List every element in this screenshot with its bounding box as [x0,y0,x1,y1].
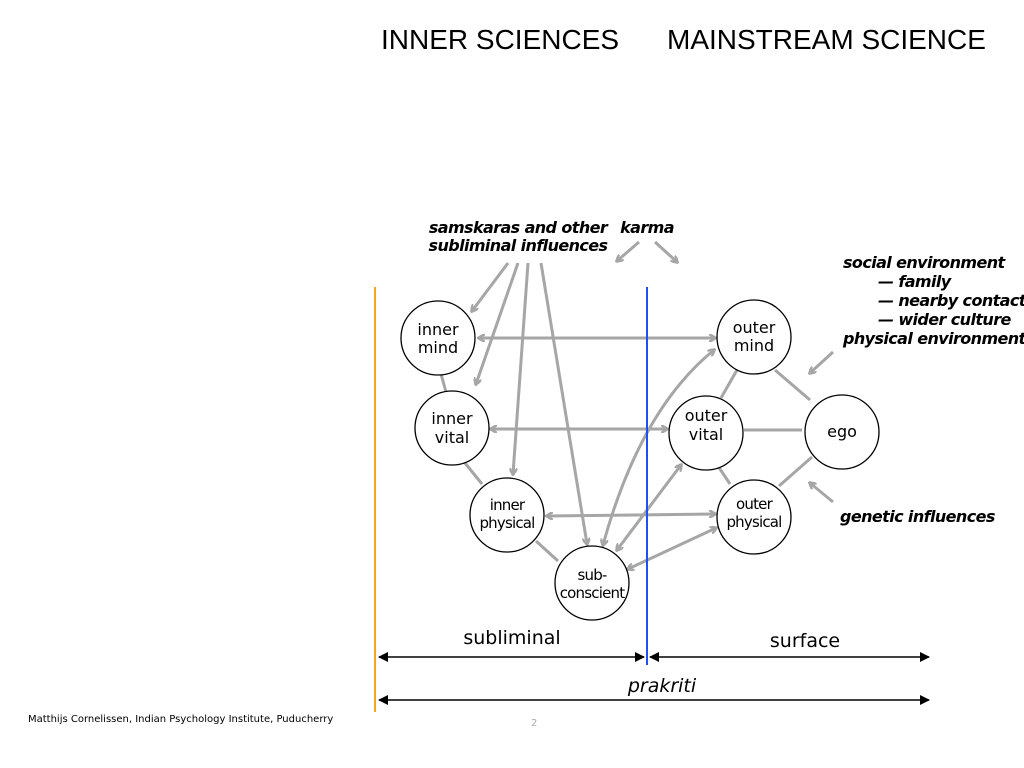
svg-text:mind: mind [418,338,458,357]
node-inner-physical: inner physical [469,477,545,553]
svg-text:outer: outer [685,406,728,425]
link-inner-vital-physical [463,462,484,485]
environment-label-family: — family [878,272,952,291]
genetic-label: genetic influences [840,507,995,526]
link-outer-mind-vital [719,369,739,399]
page-number: 2 [531,718,537,729]
node-inner-mind: inner mind [400,300,476,376]
subliminal-label: subliminal [463,627,560,649]
svg-text:outer: outer [733,318,776,337]
svg-text:sub-: sub- [577,566,606,584]
arrow-samskaras-inner-physical [513,262,530,474]
node-ego: ego [804,394,880,470]
link-outer-physical-ego [778,455,813,488]
environment-label-physical: physical environment [842,329,1024,348]
arrow-genetic-ego [810,483,834,504]
arrow-karma-left [617,240,640,261]
samskaras-label-line1: samskaras and other [429,218,609,237]
environment-label-social: social environment [843,253,1006,272]
node-subconscient: sub- conscient [554,545,630,621]
svg-text:vital: vital [689,425,723,444]
title-inner-sciences: INNER SCIENCES [381,24,619,55]
svg-text:inner: inner [431,409,473,428]
arrow-samskaras-inner-mind [472,262,510,311]
samskaras-label-line2: subliminal influences [429,236,608,255]
arrow-karma-right [653,240,677,262]
surface-label: surface [770,630,840,652]
karma-label: karma [620,218,674,237]
arrow-subconscient-outer-mind [603,350,714,545]
svg-text:mind: mind [734,336,774,355]
svg-text:inner: inner [417,320,459,339]
link-inner-mind-vital [439,373,448,393]
title-mainstream-science: MAINSTREAM SCIENCE [667,24,986,55]
footer-credit: Matthijs Cornelissen, Indian Psychology … [28,714,333,725]
arrow-inner-outer-physical [547,514,715,516]
arrows [472,240,835,569]
arrow-samskaras-subconscient [539,262,587,544]
svg-text:inner: inner [490,496,526,514]
svg-text:outer: outer [736,495,774,513]
node-outer-mind: outer mind [716,299,792,375]
arrow-environment-ego [810,350,835,373]
arrow-samskaras-inner-vital [476,262,520,384]
svg-text:physical: physical [479,514,534,532]
connectors [439,368,813,563]
environment-label-contacts: — nearby contacts [878,291,1024,310]
node-outer-physical: outer physical [716,479,792,555]
svg-text:vital: vital [435,428,469,447]
link-inner-physical-subconscient [534,539,560,563]
svg-text:conscient: conscient [560,584,625,602]
arrow-subconscient-outer-physical [628,528,716,569]
link-outer-vital-physical [716,465,732,485]
link-outer-mind-ego [774,368,811,402]
node-outer-vital: outer vital [668,395,744,471]
prakriti-label: prakriti [627,675,697,697]
node-inner-vital: inner vital [414,390,490,466]
environment-label-culture: — wider culture [878,310,1011,329]
svg-text:physical: physical [726,513,781,531]
svg-text:ego: ego [827,422,857,441]
